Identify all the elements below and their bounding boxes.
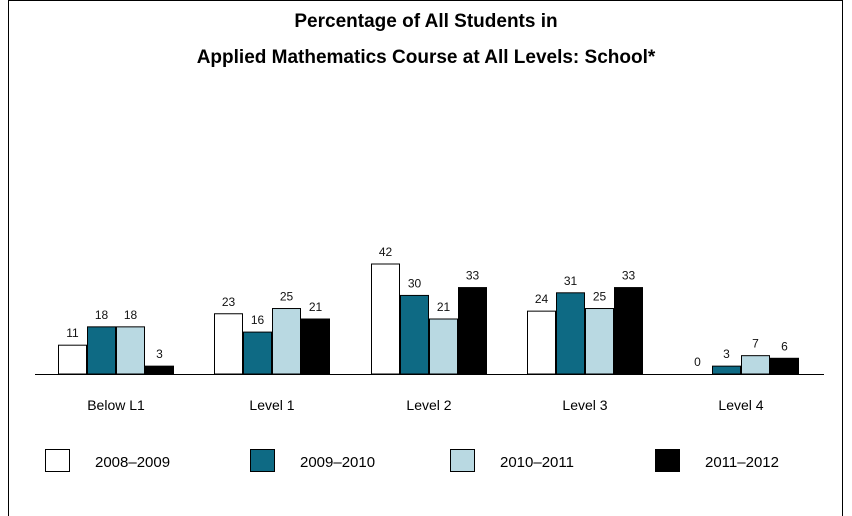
bar-3-0 bbox=[527, 310, 556, 375]
bar-value-label: 21 bbox=[437, 300, 451, 314]
chart-title-line-2: Applied Mathematics Course at All Levels… bbox=[197, 47, 656, 68]
bar-area: 11 18 18 3 23 16 25 21 42 30 21 33 24 31 25 33 0 3 7 6 bbox=[58, 245, 799, 375]
bar-value-label: 42 bbox=[379, 245, 393, 259]
chart-border bbox=[8, 0, 843, 516]
bar-value-label: 7 bbox=[752, 337, 759, 351]
bar-value-label: 33 bbox=[466, 269, 480, 283]
bar-4-1 bbox=[712, 365, 741, 375]
category-label: Level 1 bbox=[249, 397, 294, 413]
bar-0-3 bbox=[145, 365, 174, 375]
category-labels: Below L1 Level 1 Level 2 Level 3 Level 4 bbox=[87, 397, 764, 413]
legend-label: 2008–2009 bbox=[95, 454, 170, 471]
legend-label: 2011–2012 bbox=[705, 454, 779, 471]
legend-label: 2010–2011 bbox=[500, 454, 574, 471]
bar-value-label: 24 bbox=[535, 292, 549, 306]
bar-0-2 bbox=[116, 326, 145, 375]
bar-2-3 bbox=[458, 287, 487, 375]
bar-value-label: 21 bbox=[309, 300, 323, 314]
legend-swatch bbox=[250, 449, 275, 472]
legend-swatch bbox=[450, 449, 475, 472]
bar-value-label: 25 bbox=[593, 290, 607, 304]
bar-value-label: 30 bbox=[408, 276, 422, 290]
bar-value-label: 33 bbox=[622, 269, 636, 283]
legend: 2008–2009 2009–2010 2010–2011 2011–2012 bbox=[45, 449, 779, 472]
bar-2-0 bbox=[371, 263, 400, 375]
bar-value-label: 31 bbox=[564, 274, 578, 288]
bar-value-label: 25 bbox=[280, 290, 294, 304]
bar-2-1 bbox=[400, 294, 429, 375]
bar-1-3 bbox=[301, 318, 330, 375]
bar-value-label: 18 bbox=[124, 308, 138, 322]
bar-1-1 bbox=[243, 331, 272, 375]
category-label: Level 4 bbox=[718, 397, 763, 413]
legend-label: 2009–2010 bbox=[300, 454, 375, 471]
bar-value-label: 3 bbox=[723, 347, 730, 361]
bar-1-0 bbox=[214, 313, 243, 375]
category-label: Level 3 bbox=[562, 397, 607, 413]
bar-value-label: 18 bbox=[95, 308, 109, 322]
bar-4-3 bbox=[770, 357, 799, 375]
bar-3-3 bbox=[614, 287, 643, 375]
bar-value-label: 0 bbox=[694, 355, 701, 369]
category-label: Level 2 bbox=[406, 397, 451, 413]
bar-2-2 bbox=[429, 318, 458, 375]
bar-4-2 bbox=[741, 355, 770, 375]
bar-0-1 bbox=[87, 326, 116, 375]
bar-3-1 bbox=[556, 292, 585, 375]
bar-value-label: 6 bbox=[781, 339, 788, 353]
bar-0-0 bbox=[58, 344, 87, 375]
chart-title-line-1: Percentage of All Students in bbox=[294, 11, 557, 32]
bar-value-label: 11 bbox=[66, 326, 79, 340]
bar-1-2 bbox=[272, 308, 301, 375]
bar-3-2 bbox=[585, 308, 614, 375]
bar-value-label: 16 bbox=[251, 313, 265, 327]
legend-swatch bbox=[45, 449, 70, 472]
bar-value-label: 23 bbox=[222, 295, 236, 309]
category-label: Below L1 bbox=[87, 397, 145, 413]
bar-value-label: 3 bbox=[156, 347, 163, 361]
legend-swatch bbox=[655, 449, 680, 472]
